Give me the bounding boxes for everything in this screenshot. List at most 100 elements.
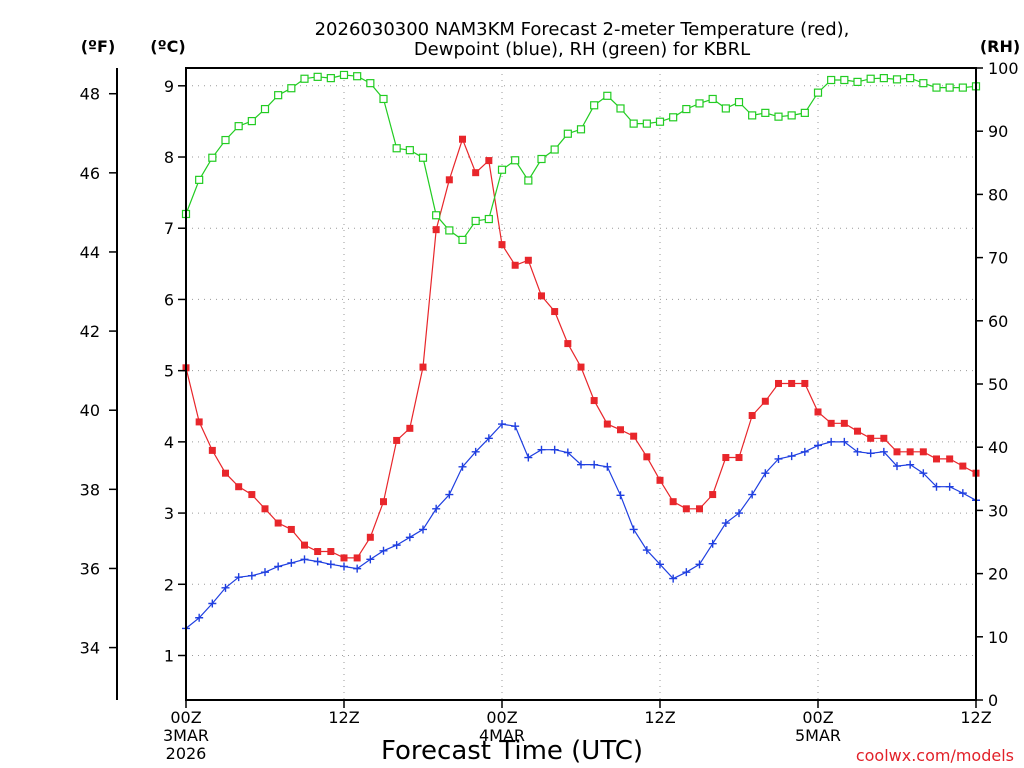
celsius-tick-label: 7: [164, 219, 174, 238]
axis-ticks: 1234567893436384042444648010203040506070…: [80, 59, 1019, 763]
rh-point: [524, 176, 533, 185]
rh-point: [879, 74, 888, 83]
rh-point: [748, 111, 757, 120]
dewpoint-point: [590, 460, 599, 469]
rh-point: [300, 74, 309, 83]
rh-point: [326, 74, 335, 83]
fahrenheit-tick-label: 34: [80, 639, 100, 658]
dewpoint-point: [340, 562, 348, 571]
dewpoint-point: [366, 555, 375, 564]
rh-point: [405, 146, 414, 155]
rh-point: [287, 84, 296, 93]
2-meter-temperature-point: [248, 491, 256, 499]
2-meter-temperature-point: [564, 340, 572, 348]
rh-tick-label: 0: [988, 691, 998, 710]
x-axis-title: Forecast Time (UTC): [381, 736, 643, 766]
2-meter-temperature-point: [696, 505, 703, 513]
rh-point: [774, 112, 783, 121]
rh-tick-label: 40: [988, 438, 1008, 457]
rh-tick-label: 20: [988, 565, 1008, 584]
dewpoint-point: [708, 539, 717, 548]
2-meter-temperature-point: [827, 419, 835, 427]
rh-point: [366, 79, 375, 88]
2-meter-temperature-point: [643, 453, 651, 461]
dewpoint-point: [274, 562, 283, 571]
fahrenheit-tick-label: 44: [80, 243, 100, 262]
series-layer: [181, 70, 981, 633]
dewpoint-point: [748, 490, 757, 499]
celsius-tick-label: 4: [164, 433, 174, 452]
dewpoint-point: [287, 558, 296, 567]
fahrenheit-tick-label: 36: [80, 559, 100, 578]
dewpoint-point: [616, 491, 625, 500]
rh-point: [550, 145, 559, 154]
rh-point: [840, 75, 849, 85]
2-meter-temperature-point: [287, 525, 295, 533]
2-meter-temperature-point: [340, 554, 348, 562]
2-meter-temperature-point: [472, 169, 480, 177]
dewpoint-point: [735, 509, 743, 518]
fahrenheit-tick-label: 46: [80, 164, 100, 183]
rh-point: [576, 125, 586, 134]
2-meter-temperature-point: [840, 419, 848, 427]
2-meter-temperature-point: [919, 448, 927, 456]
rh-point: [734, 98, 744, 107]
dewpoint-point: [208, 599, 217, 608]
chart-title-line1: 2026030300 NAM3KM Forecast 2-meter Tempe…: [315, 19, 850, 40]
2-meter-temperature-point: [880, 434, 888, 442]
2-meter-temperature-point: [353, 554, 361, 562]
dewpoint-point: [761, 469, 770, 478]
fahrenheit-tick-label: 42: [80, 322, 100, 341]
dewpoint-point: [603, 462, 612, 471]
celsius-axis-unit: (ºC): [150, 37, 185, 56]
2-meter-temperature-point: [682, 505, 690, 513]
dewpoint-point: [511, 422, 520, 431]
2-meter-temperature-point: [380, 498, 387, 506]
2-meter-temperature-point: [617, 426, 624, 434]
rh-point: [313, 72, 322, 81]
dewpoint-point: [866, 449, 875, 458]
2-meter-temperature-point: [933, 455, 940, 463]
dewpoint-point: [787, 452, 796, 461]
2-meter-temperature-point: [735, 454, 743, 462]
fahrenheit-tick-label: 38: [80, 480, 100, 499]
rh-tick-label: 90: [988, 122, 1008, 141]
rh-tick-label: 50: [988, 375, 1008, 394]
dewpoint-point: [853, 447, 862, 456]
2-meter-temperature-point: [775, 379, 782, 387]
2-meter-temperature-line: [185, 137, 977, 559]
2-meter-temperature-point: [195, 418, 203, 426]
rh-point: [590, 101, 599, 110]
rh-point: [932, 83, 941, 92]
2-meter-temperature-point: [498, 241, 506, 249]
rh-point: [392, 144, 401, 153]
2-meter-temperature-point: [261, 505, 269, 513]
rh-point: [563, 129, 572, 138]
rh-point: [682, 104, 691, 114]
rh-point: [260, 104, 270, 114]
rh-point: [208, 153, 217, 162]
celsius-tick-label: 2: [164, 575, 174, 594]
dewpoint-point: [932, 482, 941, 491]
rh-tick-label: 100: [988, 59, 1019, 78]
2-meter-temperature-point: [551, 308, 559, 316]
2-meter-temperature-point: [485, 157, 493, 165]
rh-point: [642, 119, 651, 128]
x-tick-date-label: 3MAR: [163, 726, 209, 745]
dewpoint-point: [498, 420, 506, 429]
dewpoint-point: [682, 568, 691, 577]
dewpoint-point: [419, 525, 427, 534]
dewpoint-point: [893, 462, 901, 471]
rh-point: [353, 72, 362, 81]
dewpoint-point: [445, 490, 454, 499]
x-tick-date-label: 5MAR: [795, 726, 841, 745]
x-tick-label: 00Z: [802, 708, 833, 727]
dewpoint-point: [814, 441, 822, 450]
rh-line: [185, 74, 977, 241]
dewpoint-point: [642, 546, 651, 555]
2-meter-temperature-point: [393, 436, 401, 444]
rh-point: [892, 75, 902, 84]
2-meter-temperature-point: [445, 176, 453, 184]
dewpoint-point: [524, 453, 533, 462]
dewpoint-point: [774, 454, 783, 463]
